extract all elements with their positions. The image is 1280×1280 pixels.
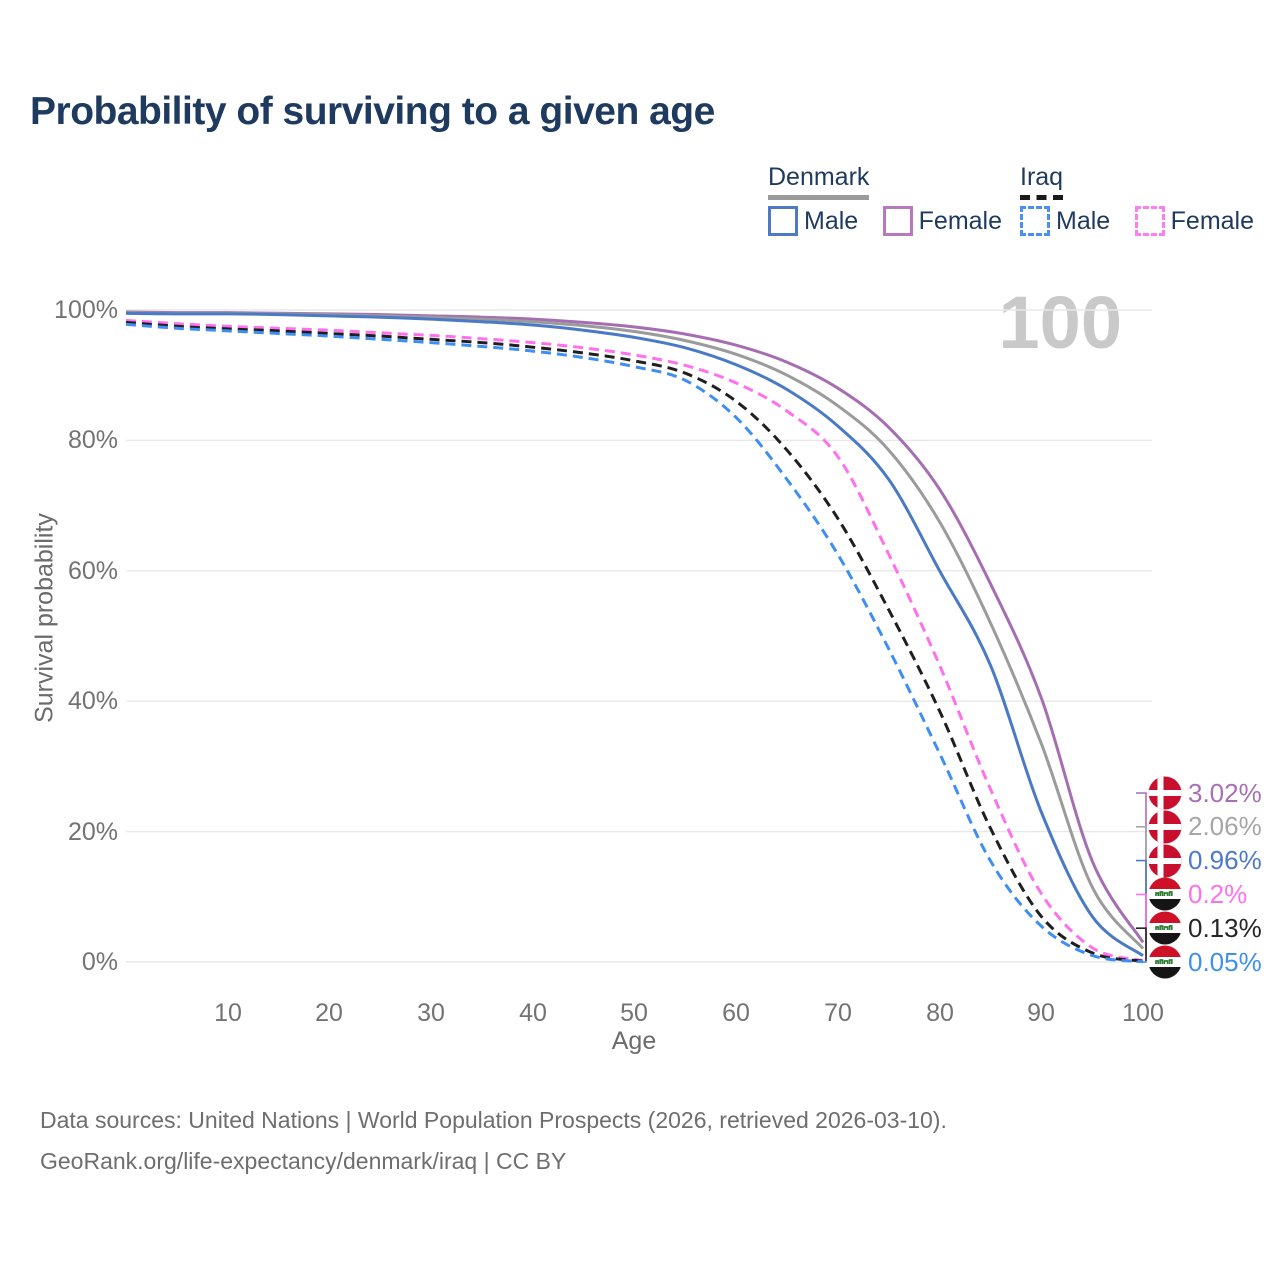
legend-item-label: Male xyxy=(1056,206,1111,235)
y-axis-tick-100: 100% xyxy=(54,296,118,324)
denmark-flag-icon xyxy=(1148,776,1182,810)
legend-country-denmark[interactable]: Denmark xyxy=(768,163,870,200)
end-label-denmark-female: 3.02% xyxy=(1148,776,1262,810)
iraq-flag-icon xyxy=(1148,911,1182,945)
end-label-value: 3.02% xyxy=(1188,777,1262,808)
legend-group-denmark: Denmark Male Female xyxy=(768,163,1022,241)
x-axis-tick-90: 90 xyxy=(1027,999,1055,1027)
iraq-flag-icon xyxy=(1148,945,1182,979)
end-label-value: 2.06% xyxy=(1188,811,1262,842)
gridlines xyxy=(126,309,1152,963)
legend-item-label: Male xyxy=(804,206,859,235)
page-title: Probability of surviving to a given age xyxy=(30,90,715,133)
age-counter-watermark: 100 xyxy=(998,281,1122,364)
legend-item-label: Female xyxy=(1170,206,1255,235)
data-source-note: Data sources: United Nations | World Pop… xyxy=(40,1100,947,1182)
iraq-male-line-swatch xyxy=(1020,206,1050,236)
end-label-value: 0.96% xyxy=(1188,845,1262,876)
leader-line xyxy=(1136,927,1147,962)
y-axis-title: Survival probability xyxy=(30,513,59,723)
x-axis-tick-70: 70 xyxy=(824,999,852,1027)
denmark-flag-icon xyxy=(1148,844,1182,878)
end-label-iraq-male: 0.05% xyxy=(1148,945,1262,979)
end-label-iraq-both: 0.13% xyxy=(1148,911,1262,945)
y-axis-tick-0: 0% xyxy=(81,948,118,976)
curve-denmark-female xyxy=(125,310,1145,944)
end-label-value: 0.13% xyxy=(1188,912,1262,943)
source-line-2[interactable]: GeoRank.org/life-expectancy/denmark/iraq… xyxy=(40,1148,567,1174)
legend-group-iraq: Iraq Male Female xyxy=(1020,163,1274,241)
curve-iraq-female xyxy=(125,318,1144,963)
legend-item-iraq-male[interactable]: Male xyxy=(1020,206,1110,236)
x-axis-title: Age xyxy=(611,1027,657,1055)
y-axis-tick-80: 80% xyxy=(67,426,118,454)
legend-item-denmark-female[interactable]: Female xyxy=(882,206,1003,236)
x-axis-tick-80: 80 xyxy=(926,999,954,1027)
iraq-female-line-swatch xyxy=(1134,206,1165,236)
legend-country-iraq[interactable]: Iraq xyxy=(1020,163,1064,200)
legend-item-iraq-female[interactable]: Female xyxy=(1134,206,1255,236)
x-axis-tick-40: 40 xyxy=(519,999,547,1027)
y-axis-tick-40: 40% xyxy=(67,687,118,715)
survival-curves xyxy=(125,310,1145,964)
y-axis-tick-20: 20% xyxy=(67,818,118,846)
end-label-denmark-both: 2.06% xyxy=(1148,810,1262,844)
end-label-denmark-male: 0.96% xyxy=(1148,844,1262,878)
x-axis-tick-100: 100 xyxy=(1122,999,1164,1027)
x-axis-tick-60: 60 xyxy=(722,999,750,1027)
x-axis-tick-30: 30 xyxy=(417,999,445,1027)
curve-denmark-male xyxy=(125,311,1144,957)
y-axis-tick-60: 60% xyxy=(67,557,118,585)
end-label-leader-lines xyxy=(1136,792,1147,963)
legend-item-denmark-male[interactable]: Male xyxy=(768,206,858,236)
curve-iraq-male xyxy=(125,322,1144,964)
leader-line xyxy=(1136,792,1147,943)
x-axis-tick-50: 50 xyxy=(620,999,648,1027)
source-line-1: Data sources: United Nations | World Pop… xyxy=(40,1107,947,1133)
legend-item-label: Female xyxy=(918,206,1003,235)
denmark-flag-icon xyxy=(1148,810,1182,844)
curve-iraq-both-sexes xyxy=(125,320,1144,963)
end-label-value: 0.2% xyxy=(1188,878,1248,909)
leader-line xyxy=(1136,826,1147,949)
x-axis-tick-20: 20 xyxy=(315,999,343,1027)
x-axis-tick-10: 10 xyxy=(214,999,242,1027)
end-label-iraq-female: 0.2% xyxy=(1148,877,1247,911)
curve-denmark-both-sexes xyxy=(125,311,1145,950)
denmark-male-line-swatch xyxy=(768,206,798,236)
leader-line xyxy=(1136,893,1147,961)
leader-line xyxy=(1136,859,1147,956)
iraq-flag-icon xyxy=(1148,877,1182,911)
end-label-value: 0.05% xyxy=(1188,946,1262,977)
denmark-female-line-swatch xyxy=(882,206,913,236)
